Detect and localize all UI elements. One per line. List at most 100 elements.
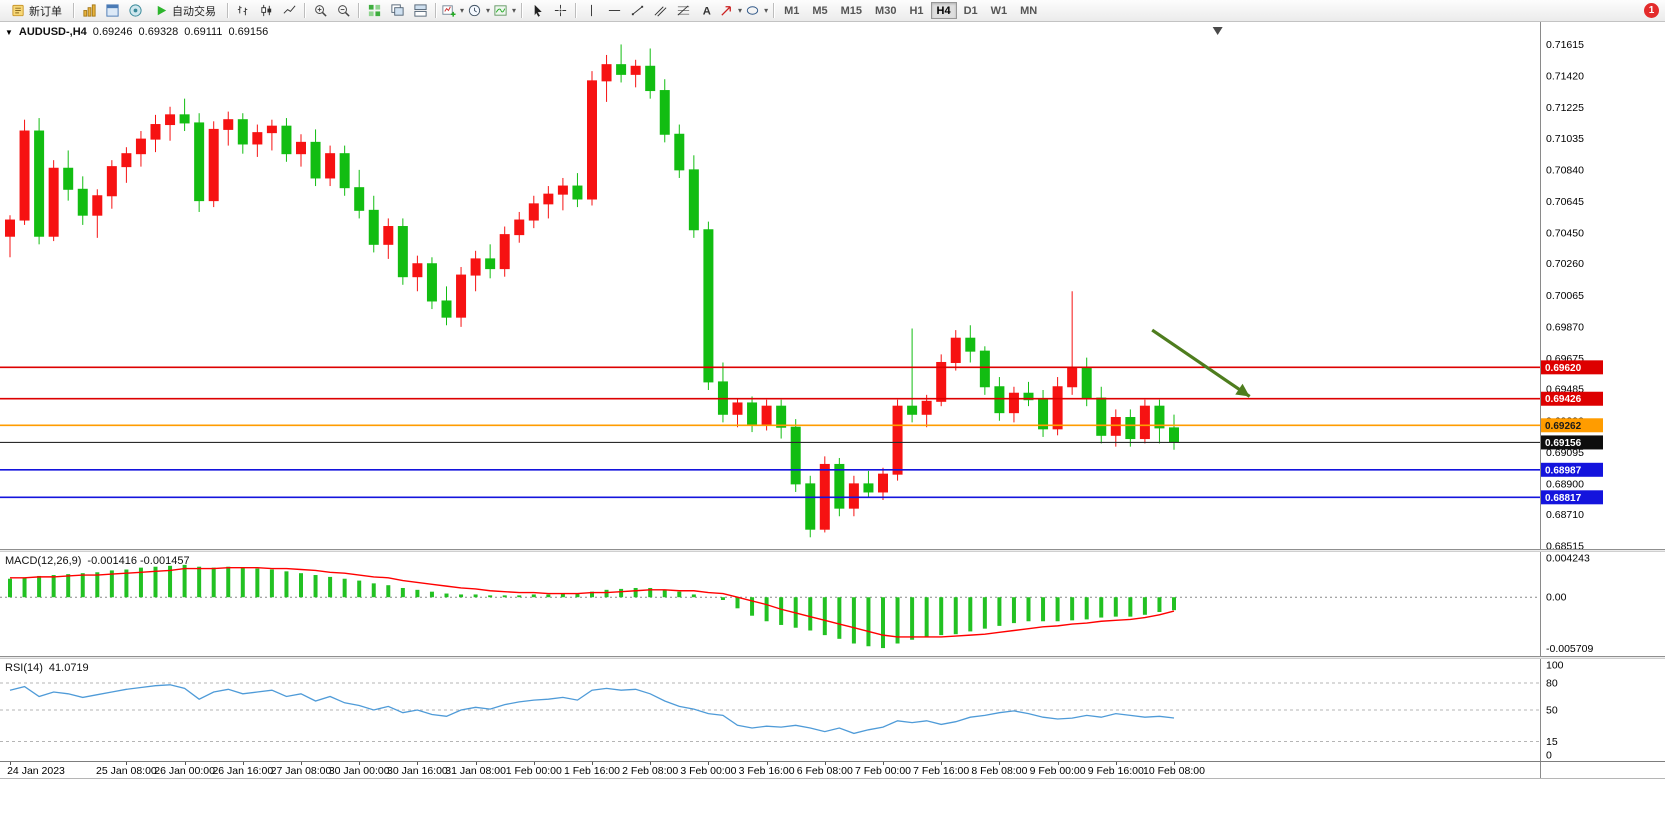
- time-axis-label: 9 Feb 16:00: [1087, 765, 1144, 777]
- cursor-arrow-icon: [534, 4, 542, 17]
- time-axis-tick: [417, 762, 419, 765]
- panel-resize-divider[interactable]: [0, 656, 1665, 659]
- time-axis-tick: [301, 762, 302, 765]
- shapes-tool-button[interactable]: ▾: [744, 1, 769, 21]
- autotrading-button[interactable]: 自动交易: [147, 1, 223, 21]
- tile-horizontal-button[interactable]: [409, 1, 431, 21]
- crosshair-button[interactable]: [549, 1, 571, 21]
- rsi-canvas[interactable]: 100 80 50 15 0: [0, 659, 1665, 761]
- arrows-tool-button[interactable]: ▾: [718, 1, 743, 21]
- fibonacci-tool-button[interactable]: [672, 1, 694, 21]
- horizontal-line-tool-button[interactable]: [603, 1, 625, 21]
- shapes-icon: [746, 6, 759, 15]
- crosshair-icon: [554, 4, 566, 17]
- main-toolbar: 新订单 自动交易 ▾ ▾: [0, 0, 1665, 22]
- bar-chart-mode-button[interactable]: [232, 1, 254, 21]
- notification-badge[interactable]: 1: [1644, 3, 1659, 18]
- toolbar-separator: [773, 3, 775, 18]
- one-click-collapse-icon[interactable]: ▼: [5, 27, 13, 37]
- time-axis-tick: [941, 762, 943, 765]
- time-axis-tick: [883, 762, 884, 765]
- rsi-panel: 100 80 50 15 0 RSI(14) 41.0719: [0, 659, 1665, 761]
- data-window-button[interactable]: [124, 1, 146, 21]
- tile-windows-button[interactable]: [363, 1, 385, 21]
- panel-resize-divider[interactable]: [0, 549, 1665, 552]
- timeframe-button-m30[interactable]: M30: [869, 2, 902, 19]
- cascade-windows-button[interactable]: [386, 1, 408, 21]
- trendline-tool-button[interactable]: [626, 1, 648, 21]
- period-button[interactable]: ▾: [466, 1, 491, 21]
- time-axis-label: 27 Jan 08:00: [270, 765, 332, 777]
- time-axis-tick: [10, 762, 11, 765]
- svg-text:0.69870: 0.69870: [1546, 321, 1584, 333]
- svg-text:0: 0: [1546, 750, 1552, 762]
- zoom-in-button[interactable]: [309, 1, 331, 21]
- timeframe-button-m15[interactable]: M15: [835, 2, 868, 19]
- text-tool-button[interactable]: A: [695, 1, 717, 21]
- svg-text:0.69426: 0.69426: [1545, 394, 1582, 405]
- indicators-button[interactable]: ▾: [492, 1, 517, 21]
- svg-text:0.71035: 0.71035: [1546, 133, 1584, 145]
- bar-chart-icon: [237, 5, 247, 16]
- cursor-button[interactable]: [526, 1, 548, 21]
- time-axis-tick: [1174, 762, 1175, 765]
- timeframe-button-w1[interactable]: W1: [985, 2, 1014, 19]
- zoom-out-button[interactable]: [332, 1, 354, 21]
- dropdown-caret-icon: ▾: [512, 6, 517, 15]
- time-axis-tick: [766, 762, 768, 765]
- time-axis-label: 2 Feb 08:00: [622, 765, 679, 777]
- time-axis-tick: [592, 762, 593, 765]
- zoom-in-icon: [314, 5, 327, 17]
- timeframe-button-mn[interactable]: MN: [1014, 2, 1043, 19]
- timeframe-button-d1[interactable]: D1: [958, 2, 984, 19]
- trend-arrow-annotation[interactable]: [1151, 328, 1251, 398]
- time-axis-label: 3 Feb 00:00: [680, 765, 737, 777]
- data-window-icon: [128, 4, 142, 17]
- time-axis-label: 8 Feb 08:00: [971, 765, 1028, 777]
- tile-windows-icon: [368, 4, 380, 17]
- channel-tool-button[interactable]: [649, 1, 671, 21]
- timeframe-button-h1[interactable]: H1: [903, 2, 929, 19]
- time-axis-label: 7 Feb 00:00: [854, 765, 912, 777]
- time-axis-tick: [1115, 762, 1117, 765]
- dropdown-caret-icon: ▾: [738, 6, 743, 15]
- timeframe-group: M1 M5 M15 M30 H1 H4 D1 W1 MN: [778, 2, 1043, 19]
- svg-text:0.68515: 0.68515: [1546, 541, 1584, 549]
- time-axis-tick: [184, 762, 186, 765]
- autotrading-label: 自动交易: [172, 5, 216, 18]
- svg-text:0.70260: 0.70260: [1546, 258, 1584, 270]
- equidistant-channel-icon: [654, 6, 667, 17]
- timeframe-button-m5[interactable]: M5: [806, 2, 833, 19]
- svg-text:-0.005709: -0.005709: [1546, 643, 1593, 655]
- macd-name: MACD(12,26,9): [5, 555, 82, 567]
- price-chart-canvas[interactable]: 0.71615 0.71420 0.71225 0.71035 0.70840 0.706…: [0, 22, 1665, 549]
- candlestick-mode-button[interactable]: [255, 1, 277, 21]
- svg-text:A: A: [702, 5, 710, 17]
- arrow-marker-icon: [721, 6, 731, 16]
- toolbar-separator: [435, 3, 436, 18]
- indicators-icon: [494, 5, 507, 16]
- new-chart-button[interactable]: ▾: [440, 1, 465, 21]
- macd-canvas[interactable]: 0.004243 0.00 -0.005709: [0, 552, 1665, 656]
- timeframe-button-m1[interactable]: M1: [778, 2, 805, 19]
- price-panel: 0.71615 0.71420 0.71225 0.71035 0.70840 0.706…: [0, 22, 1665, 549]
- chart-shift-marker[interactable]: [1212, 27, 1223, 35]
- line-chart-mode-button[interactable]: [278, 1, 300, 21]
- svg-text:80: 80: [1546, 678, 1558, 690]
- new-order-button[interactable]: 新订单: [4, 1, 69, 21]
- horizontal-line-icon: [608, 10, 620, 11]
- svg-text:0.68900: 0.68900: [1546, 478, 1584, 490]
- time-axis-label: 1 Feb 00:00: [505, 765, 562, 777]
- autotrading-play-icon: [157, 5, 167, 16]
- charts-button[interactable]: [78, 1, 100, 21]
- timeframe-button-h4[interactable]: H4: [930, 2, 957, 19]
- vertical-line-tool-button[interactable]: [580, 1, 602, 21]
- svg-text:0.69262: 0.69262: [1545, 421, 1582, 432]
- time-axis[interactable]: 24 Jan 2023 25 Jan 08:00 26 Jan 00:00 26 Ja…: [0, 761, 1665, 779]
- zoom-out-icon: [337, 5, 350, 17]
- price-axis[interactable]: 0.71615 0.71420 0.71225 0.71035 0.70840 0.706…: [1541, 39, 1603, 549]
- horizontal-lines-layer[interactable]: [0, 366, 1540, 499]
- market-watch-button[interactable]: [101, 1, 123, 21]
- svg-text:0.69156: 0.69156: [1545, 438, 1582, 449]
- svg-text:0.68987: 0.68987: [1545, 465, 1582, 476]
